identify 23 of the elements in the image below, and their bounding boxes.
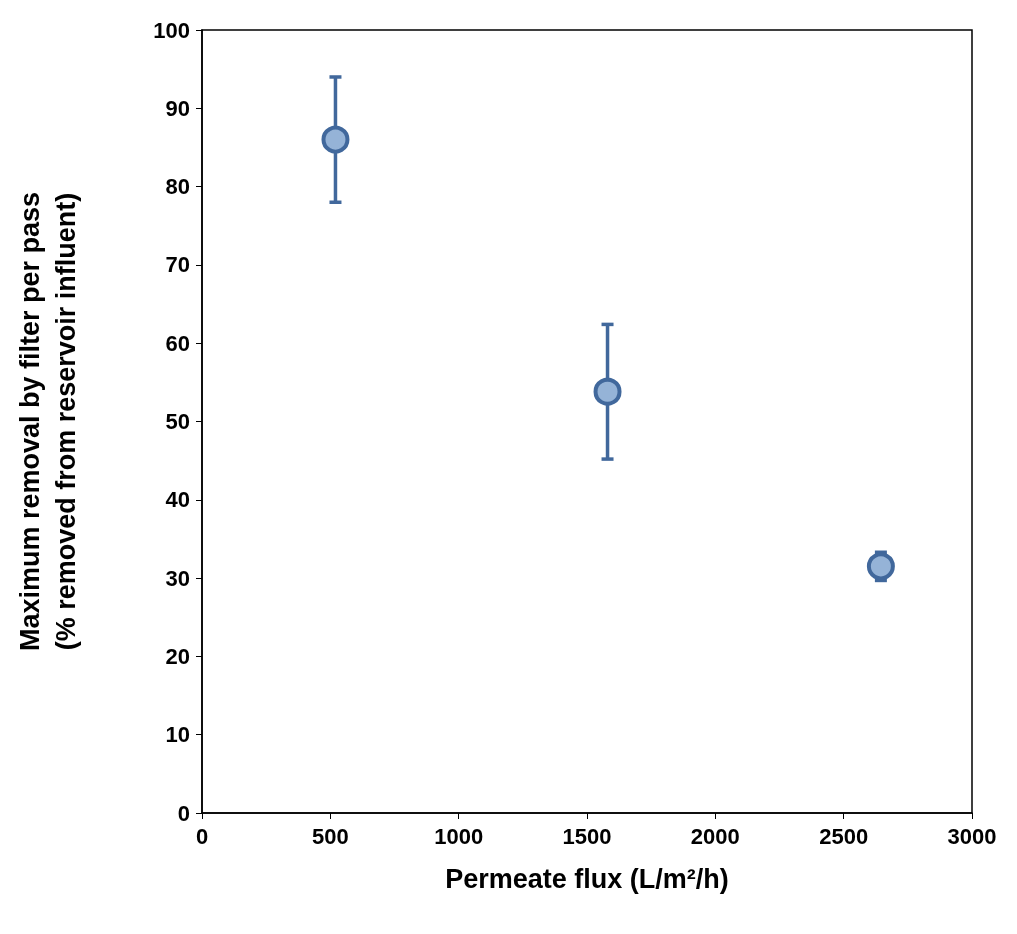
y-tick-label: 0 xyxy=(177,800,190,826)
point xyxy=(593,377,622,406)
x-tick-label: 2000 xyxy=(690,823,740,849)
y-tick-label: 100 xyxy=(153,17,190,43)
y-axis-title: Maximum removal by filter per pass (% removed from reservoir influent) xyxy=(15,191,81,652)
point xyxy=(321,125,350,154)
x-tick-label: 1000 xyxy=(434,823,484,849)
point xyxy=(866,552,895,581)
x-axis-title: Permeate flux (L/m²/h) xyxy=(445,863,729,894)
x-tick-label: 0 xyxy=(195,823,209,849)
y-tick-label: 10 xyxy=(165,722,190,748)
y-tick-label: 50 xyxy=(165,409,190,434)
x-tick-label: 1500 xyxy=(562,823,612,849)
y-tick-label: 30 xyxy=(165,565,190,591)
y-tick-label: 40 xyxy=(165,487,190,513)
y-tick-label: 80 xyxy=(165,174,190,200)
x-tick-label: 500 xyxy=(311,823,349,849)
x-tick-label: 2500 xyxy=(819,823,869,849)
y-tick-label: 70 xyxy=(165,252,190,278)
y-tick-label: 90 xyxy=(165,95,190,121)
y-tick-label: 20 xyxy=(165,643,190,669)
y-tick-label: 60 xyxy=(165,330,190,356)
x-tick-label: 3000 xyxy=(947,823,997,849)
